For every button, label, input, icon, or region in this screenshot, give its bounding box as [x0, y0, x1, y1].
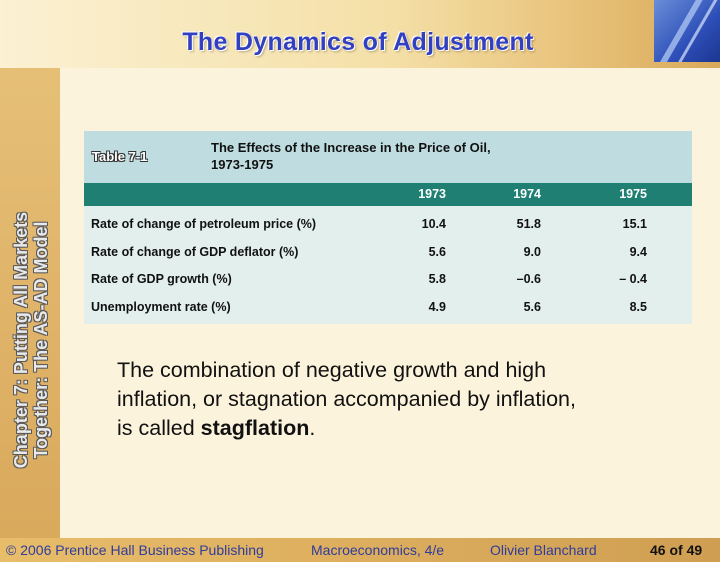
row-label: Rate of change of petroleum price (%) — [91, 217, 317, 231]
table-row: Rate of change of GDP deflator (%) 5.6 9… — [84, 239, 692, 266]
table-cell: 5.8 — [428, 272, 446, 286]
table-caption-line2: 1973-1975 — [211, 157, 274, 172]
body-line1: The combination of negative growth and h… — [117, 358, 547, 382]
chapter-title-line1: Chapter 7: Putting All Markets — [11, 211, 31, 469]
table-cell: 8.5 — [629, 300, 647, 314]
row-label: Rate of GDP growth (%) — [91, 272, 232, 286]
footer-book-title: Macroeconomics, 4/e — [311, 542, 445, 558]
body-paragraph: The combination of negative growth and h… — [117, 356, 677, 443]
table-caption-line1: The Effects of the Increase in the Price… — [211, 140, 491, 155]
year-header-row: 1973 1974 1975 — [84, 183, 692, 206]
body-line2: inflation, or stagnation accompanied by … — [117, 387, 576, 411]
table-cell: 15.1 — [622, 217, 647, 231]
table-row: Rate of GDP growth (%) 5.8 –0.6 – 0.4 — [84, 266, 692, 293]
table-cell: 9.4 — [629, 245, 647, 259]
header-band — [0, 0, 720, 68]
table-cell: 10.4 — [421, 217, 446, 231]
row-label: Unemployment rate (%) — [91, 300, 231, 314]
column-header: 1975 — [619, 187, 647, 201]
table-caption: The Effects of the Increase in the Price… — [211, 139, 611, 173]
column-header: 1973 — [418, 187, 446, 201]
table-row: Rate of change of petroleum price (%) 10… — [84, 211, 692, 238]
footer-copyright: © 2006 Prentice Hall Business Publishing — [6, 542, 264, 558]
left-side-panel — [0, 68, 60, 538]
chapter-side-title: Chapter 7: Putting All Markets Together:… — [11, 160, 51, 520]
row-label: Rate of change of GDP deflator (%) — [91, 245, 299, 259]
table-number: Table 7-1 — [92, 149, 148, 164]
data-table: Table 7-1 The Effects of the Increase in… — [84, 131, 692, 324]
table-cell: 5.6 — [428, 245, 446, 259]
table-cell: 5.6 — [523, 300, 541, 314]
column-header: 1974 — [513, 187, 541, 201]
term-stagflation: stagflation — [200, 416, 310, 440]
body-line3: is called stagflation. — [117, 414, 677, 443]
table-header: Table 7-1 The Effects of the Increase in… — [84, 131, 692, 183]
table-cell: –0.6 — [516, 272, 541, 286]
corner-decoration — [654, 0, 720, 62]
chapter-title-line2: Together: The AS-AD Model — [31, 221, 51, 459]
table-cell: 9.0 — [523, 245, 541, 259]
table-cell: 4.9 — [428, 300, 446, 314]
page-title: The Dynamics of Adjustment — [182, 28, 534, 56]
table-cell: 51.8 — [516, 217, 541, 231]
footer-bar: © 2006 Prentice Hall Business Publishing… — [0, 538, 720, 562]
table-row: Unemployment rate (%) 4.9 5.6 8.5 — [84, 294, 692, 321]
body-line3-start: is called — [117, 416, 201, 440]
table-cell: – 0.4 — [619, 272, 647, 286]
slide-page-number: 46 of 49 — [650, 542, 703, 558]
footer-author: Olivier Blanchard — [490, 542, 597, 558]
body-line3-end: . — [309, 416, 316, 440]
